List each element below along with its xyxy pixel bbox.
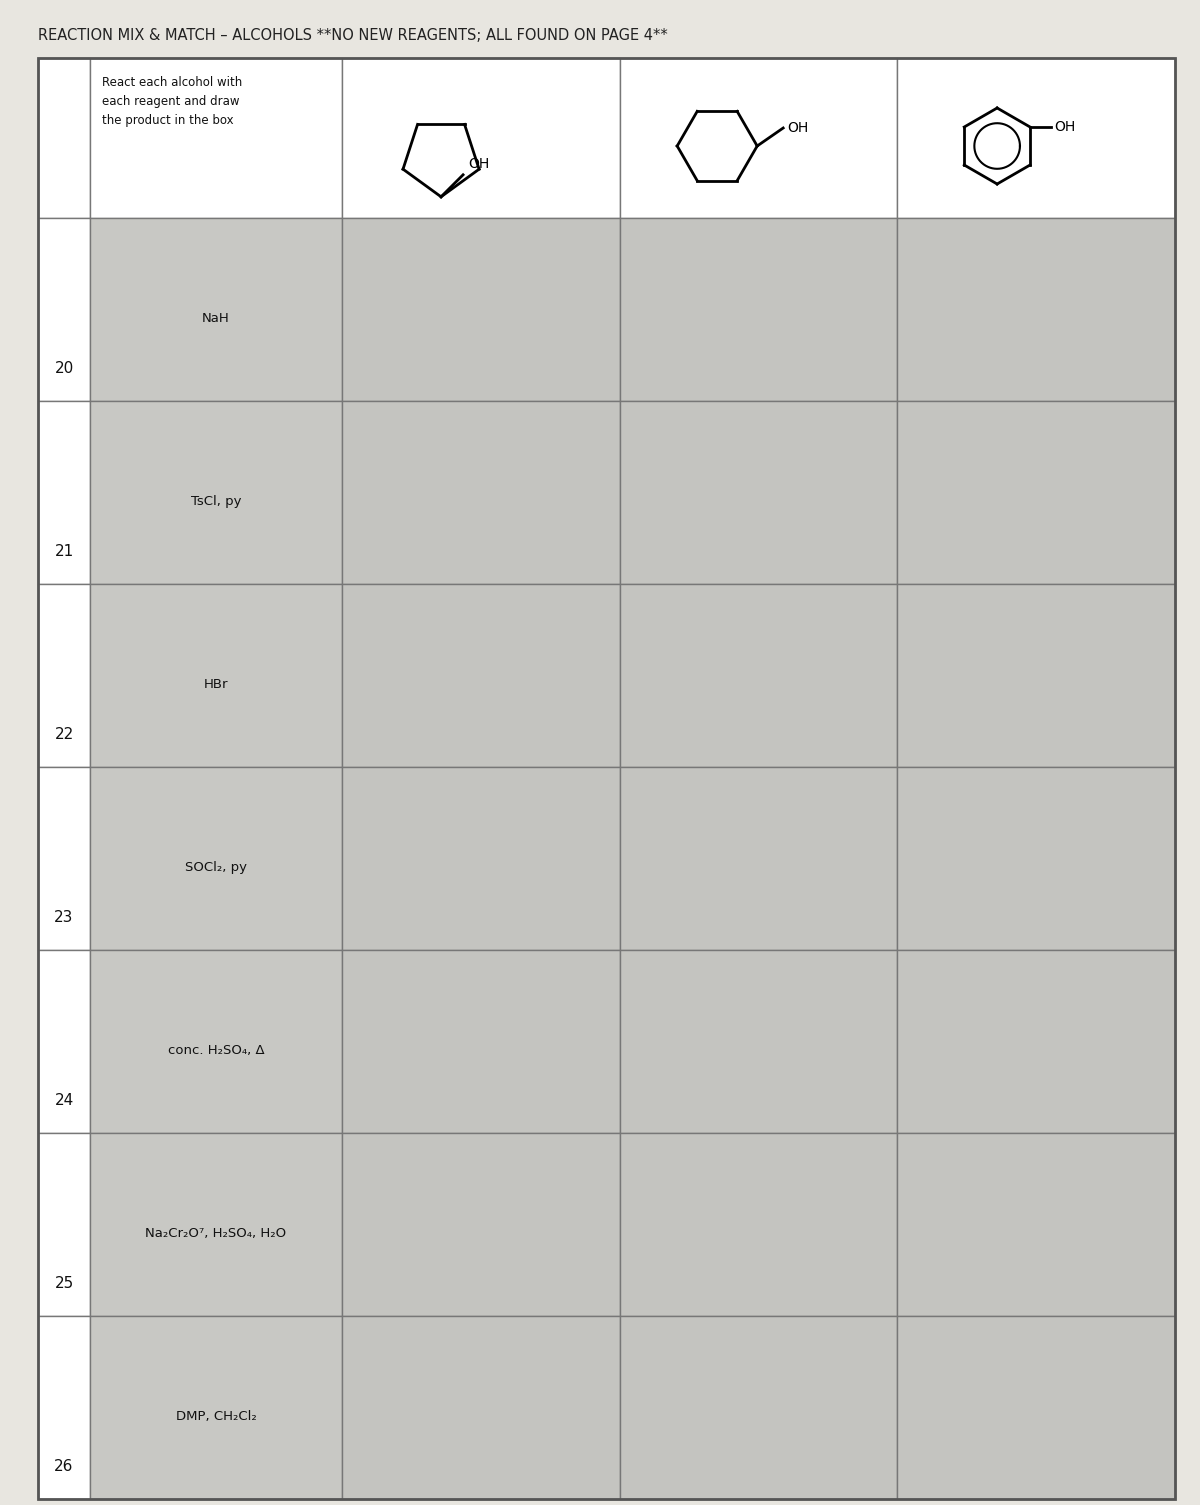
Bar [898,584,1175,768]
Bar [619,218,898,400]
Bar [619,400,898,584]
Text: 23: 23 [54,909,73,924]
Bar [342,59,619,218]
Bar [898,950,1175,1133]
Text: 22: 22 [54,727,73,742]
Bar [90,584,342,768]
Bar [619,1133,898,1315]
Text: conc. H₂SO₄, Δ: conc. H₂SO₄, Δ [168,1044,264,1057]
Bar [619,584,898,768]
Bar [342,1133,619,1315]
Bar [90,950,342,1133]
Bar [619,59,898,218]
Text: SOCl₂, py: SOCl₂, py [185,861,247,874]
Bar [38,1315,90,1499]
Text: DMP, CH₂Cl₂: DMP, CH₂Cl₂ [175,1410,257,1424]
Bar [38,1133,90,1315]
Bar [90,1133,342,1315]
Text: REACTION MIX & MATCH – ALCOHOLS **NO NEW REAGENTS; ALL FOUND ON PAGE 4**: REACTION MIX & MATCH – ALCOHOLS **NO NEW… [38,29,667,44]
Bar [90,59,342,218]
Text: 26: 26 [54,1458,73,1473]
Bar [898,1133,1175,1315]
Bar [38,400,90,584]
Bar [619,1315,898,1499]
Bar [38,950,90,1133]
Bar [342,768,619,950]
Bar [38,584,90,768]
Bar [90,1315,342,1499]
Text: OH: OH [468,157,490,170]
Bar [342,584,619,768]
Text: React each alcohol with
each reagent and draw
the product in the box: React each alcohol with each reagent and… [102,75,242,126]
Text: 25: 25 [54,1276,73,1291]
Bar [342,950,619,1133]
Bar [898,218,1175,400]
Text: 21: 21 [54,543,73,558]
Bar [342,400,619,584]
Bar [898,59,1175,218]
Text: 20: 20 [54,361,73,376]
Bar [619,768,898,950]
Bar [898,768,1175,950]
Bar [38,218,90,400]
Bar [898,400,1175,584]
Bar [898,1315,1175,1499]
Bar [90,768,342,950]
Bar [90,400,342,584]
Bar [90,218,342,400]
Bar [38,768,90,950]
Text: 24: 24 [54,1093,73,1108]
Text: TsCl, py: TsCl, py [191,495,241,509]
Text: OH: OH [787,120,809,135]
Bar [342,218,619,400]
Text: NaH: NaH [202,312,230,325]
Bar [342,1315,619,1499]
Text: OH: OH [1054,120,1075,134]
Bar [38,59,90,218]
Text: Na₂Cr₂O⁷, H₂SO₄, H₂O: Na₂Cr₂O⁷, H₂SO₄, H₂O [145,1227,287,1240]
Bar [619,950,898,1133]
Text: HBr: HBr [204,679,228,691]
